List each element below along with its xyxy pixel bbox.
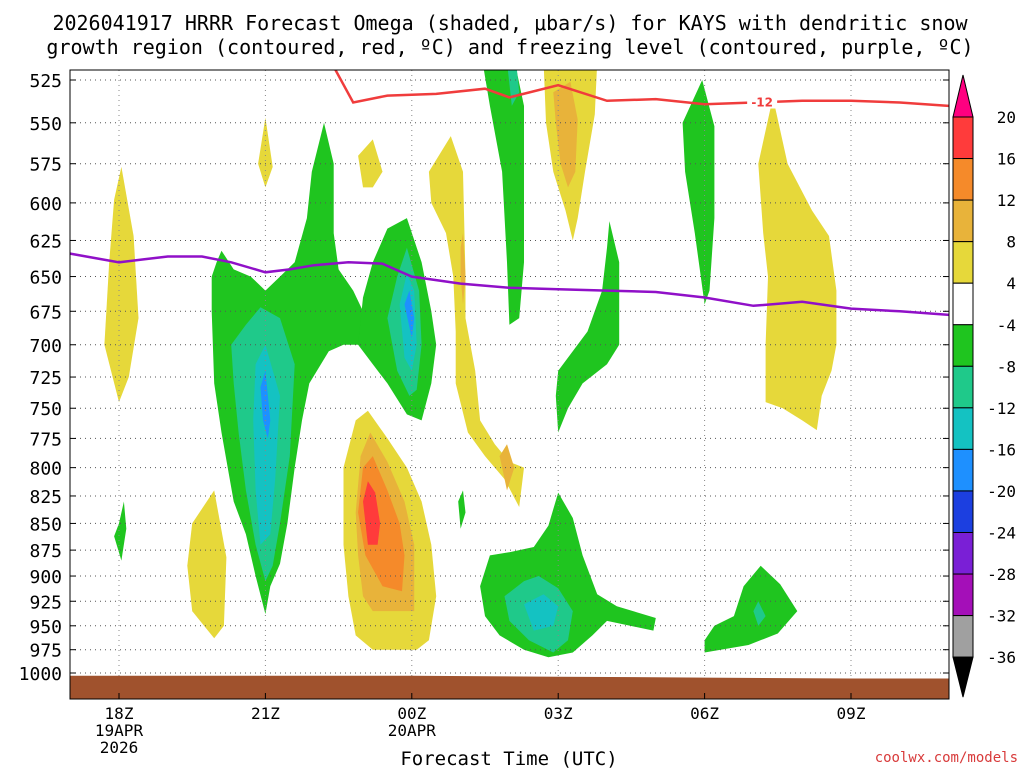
omega-region-yellow-20z-low [187, 490, 227, 639]
dgz-label-bg [747, 94, 778, 109]
y-tick-label-600: 600 [29, 194, 62, 215]
omega-region-orange-02z [499, 444, 515, 491]
x-axis-label: Forecast Time (UTC) [400, 748, 617, 768]
colorbar-swatch-12 [952, 573, 974, 617]
y-tick-label-825: 825 [29, 487, 62, 508]
y-tick-label-850: 850 [29, 514, 62, 535]
x-tick-label-00Z: 00Z [397, 704, 426, 723]
colorbar-swatch-3 [952, 199, 974, 243]
y-tick-label-575: 575 [29, 155, 62, 176]
y-tick-label-675: 675 [29, 302, 62, 323]
colorbar-swatch-4 [952, 241, 974, 284]
y-tick-label-550: 550 [29, 114, 62, 135]
y-tick-label-775: 775 [29, 429, 62, 450]
chart-title-line-1: 2026041917 HRRR Forecast Omega (shaded, … [52, 11, 968, 35]
omega-region-yellow-17z [104, 166, 139, 403]
y-tick-label-700: 700 [29, 336, 62, 357]
y-tick-label-725: 725 [29, 368, 62, 389]
omega-region-green-0030z-spike [458, 490, 466, 529]
omega-region-orange-0230z-column [553, 81, 578, 188]
omega-region-red-2330z-low [363, 481, 381, 545]
y-tick-label-875: 875 [29, 541, 62, 562]
x-tick-sublabel-18Z: 19APR [95, 721, 144, 740]
ground-terrain [70, 675, 949, 699]
omega-region-green-0630z [682, 80, 715, 305]
x-tick-label-21Z: 21Z [251, 704, 280, 723]
plot-frame [69, 69, 950, 700]
y-tick-label-975: 975 [29, 641, 62, 662]
dgz-minus12-line [334, 70, 949, 108]
omega-region-orange-0030z [460, 233, 466, 305]
omega-region-blue-big [260, 370, 271, 439]
colorbar-label-11: -28 [987, 565, 1016, 584]
colorbar-label-13: -36 [987, 648, 1016, 667]
colorbar-label-4: 4 [1006, 274, 1016, 293]
omega-region-yellow-21z-blob [258, 117, 273, 188]
omega-region-cyan-03z-low [524, 594, 559, 631]
colorbar-swatch-1 [952, 116, 974, 160]
omega-region-cyan-big [253, 344, 280, 545]
omega-region-green-0730z [704, 565, 798, 653]
y-tick-label-1000: 1000 [19, 664, 62, 685]
omega-region-teal-0730z [753, 601, 766, 626]
omega-region-green-04z [555, 221, 620, 433]
colorbar-label-10: -24 [987, 524, 1016, 543]
dgz-line-label: -12 [751, 96, 773, 110]
y-tick-label-950: 950 [29, 617, 62, 638]
omega-shading [104, 70, 837, 658]
colorbar-swatch-5 [952, 282, 974, 326]
colorbar-label-0: 20 [997, 108, 1016, 127]
colorbar-label-6: -8 [997, 357, 1016, 376]
omega-region-yellow-0030z [428, 136, 524, 507]
x-tick-label-03Z: 03Z [544, 704, 573, 723]
plot-area: -12 [70, 70, 949, 699]
x-tick-year-18Z: 2026 [100, 738, 139, 757]
colorbar-swatch-2 [952, 158, 974, 201]
y-tick-label-800: 800 [29, 459, 62, 480]
y-tick-label-750: 750 [29, 399, 62, 420]
omega-region-blue-mid [404, 290, 415, 339]
x-tick-label-18Z: 18Z [105, 704, 134, 723]
colorbar-label-5: -4 [997, 316, 1016, 335]
colorbar-label-2: 12 [997, 191, 1016, 210]
x-tick-sublabel-00Z: 20APR [388, 721, 437, 740]
x-tick-label-06Z: 06Z [690, 704, 719, 723]
colorbar-bottom-arrow [952, 656, 974, 698]
colorbar-label-9: -20 [987, 482, 1016, 501]
omega-region-green-0130z-column [483, 70, 524, 325]
x-tick-label-09Z: 09Z [837, 704, 866, 723]
colorbar-swatch-10 [952, 490, 974, 534]
y-axis: 525 550 575 600 625 650 675 700 725 750 775 800 825 8… [19, 71, 949, 685]
colorbar-swatch-8 [952, 407, 974, 450]
colorbar-swatch-6 [952, 324, 974, 367]
colorbar-label-3: 8 [1006, 233, 1016, 252]
colorbar-swatch-9 [952, 448, 974, 492]
y-tick-label-650: 650 [29, 268, 62, 289]
watermark: coolwx.com/models [875, 750, 1018, 766]
colorbar-swatch-7 [952, 365, 974, 409]
chart-title-line-2: growth region (contoured, red, ºC) and f… [46, 35, 973, 59]
colorbar-label-7: -12 [987, 399, 1016, 418]
y-tick-label-625: 625 [29, 231, 62, 252]
colorbar-label-8: -16 [987, 440, 1016, 459]
colorbar-top-arrow [952, 74, 974, 118]
colorbar-swatch-11 [952, 532, 974, 575]
colorbar-swatch-13 [952, 615, 974, 658]
omega-region-green-18z [114, 501, 127, 561]
contour-lines: -12 [70, 70, 949, 317]
colorbar: 20 16 12 8 4 -4 -8 -12 -16 -20 -24 -28 -32 -36 [952, 74, 1016, 698]
colorbar-label-12: -32 [987, 607, 1016, 626]
y-tick-label-525: 525 [29, 71, 62, 92]
colorbar-label-1: 16 [997, 150, 1016, 169]
omega-region-cyan-mid [399, 273, 417, 371]
ground-polygon [70, 675, 949, 699]
freezing-level-line [70, 252, 949, 317]
y-tick-label-925: 925 [29, 592, 62, 613]
omega-region-yellow-08z [758, 97, 837, 431]
y-tick-label-900: 900 [29, 567, 62, 588]
